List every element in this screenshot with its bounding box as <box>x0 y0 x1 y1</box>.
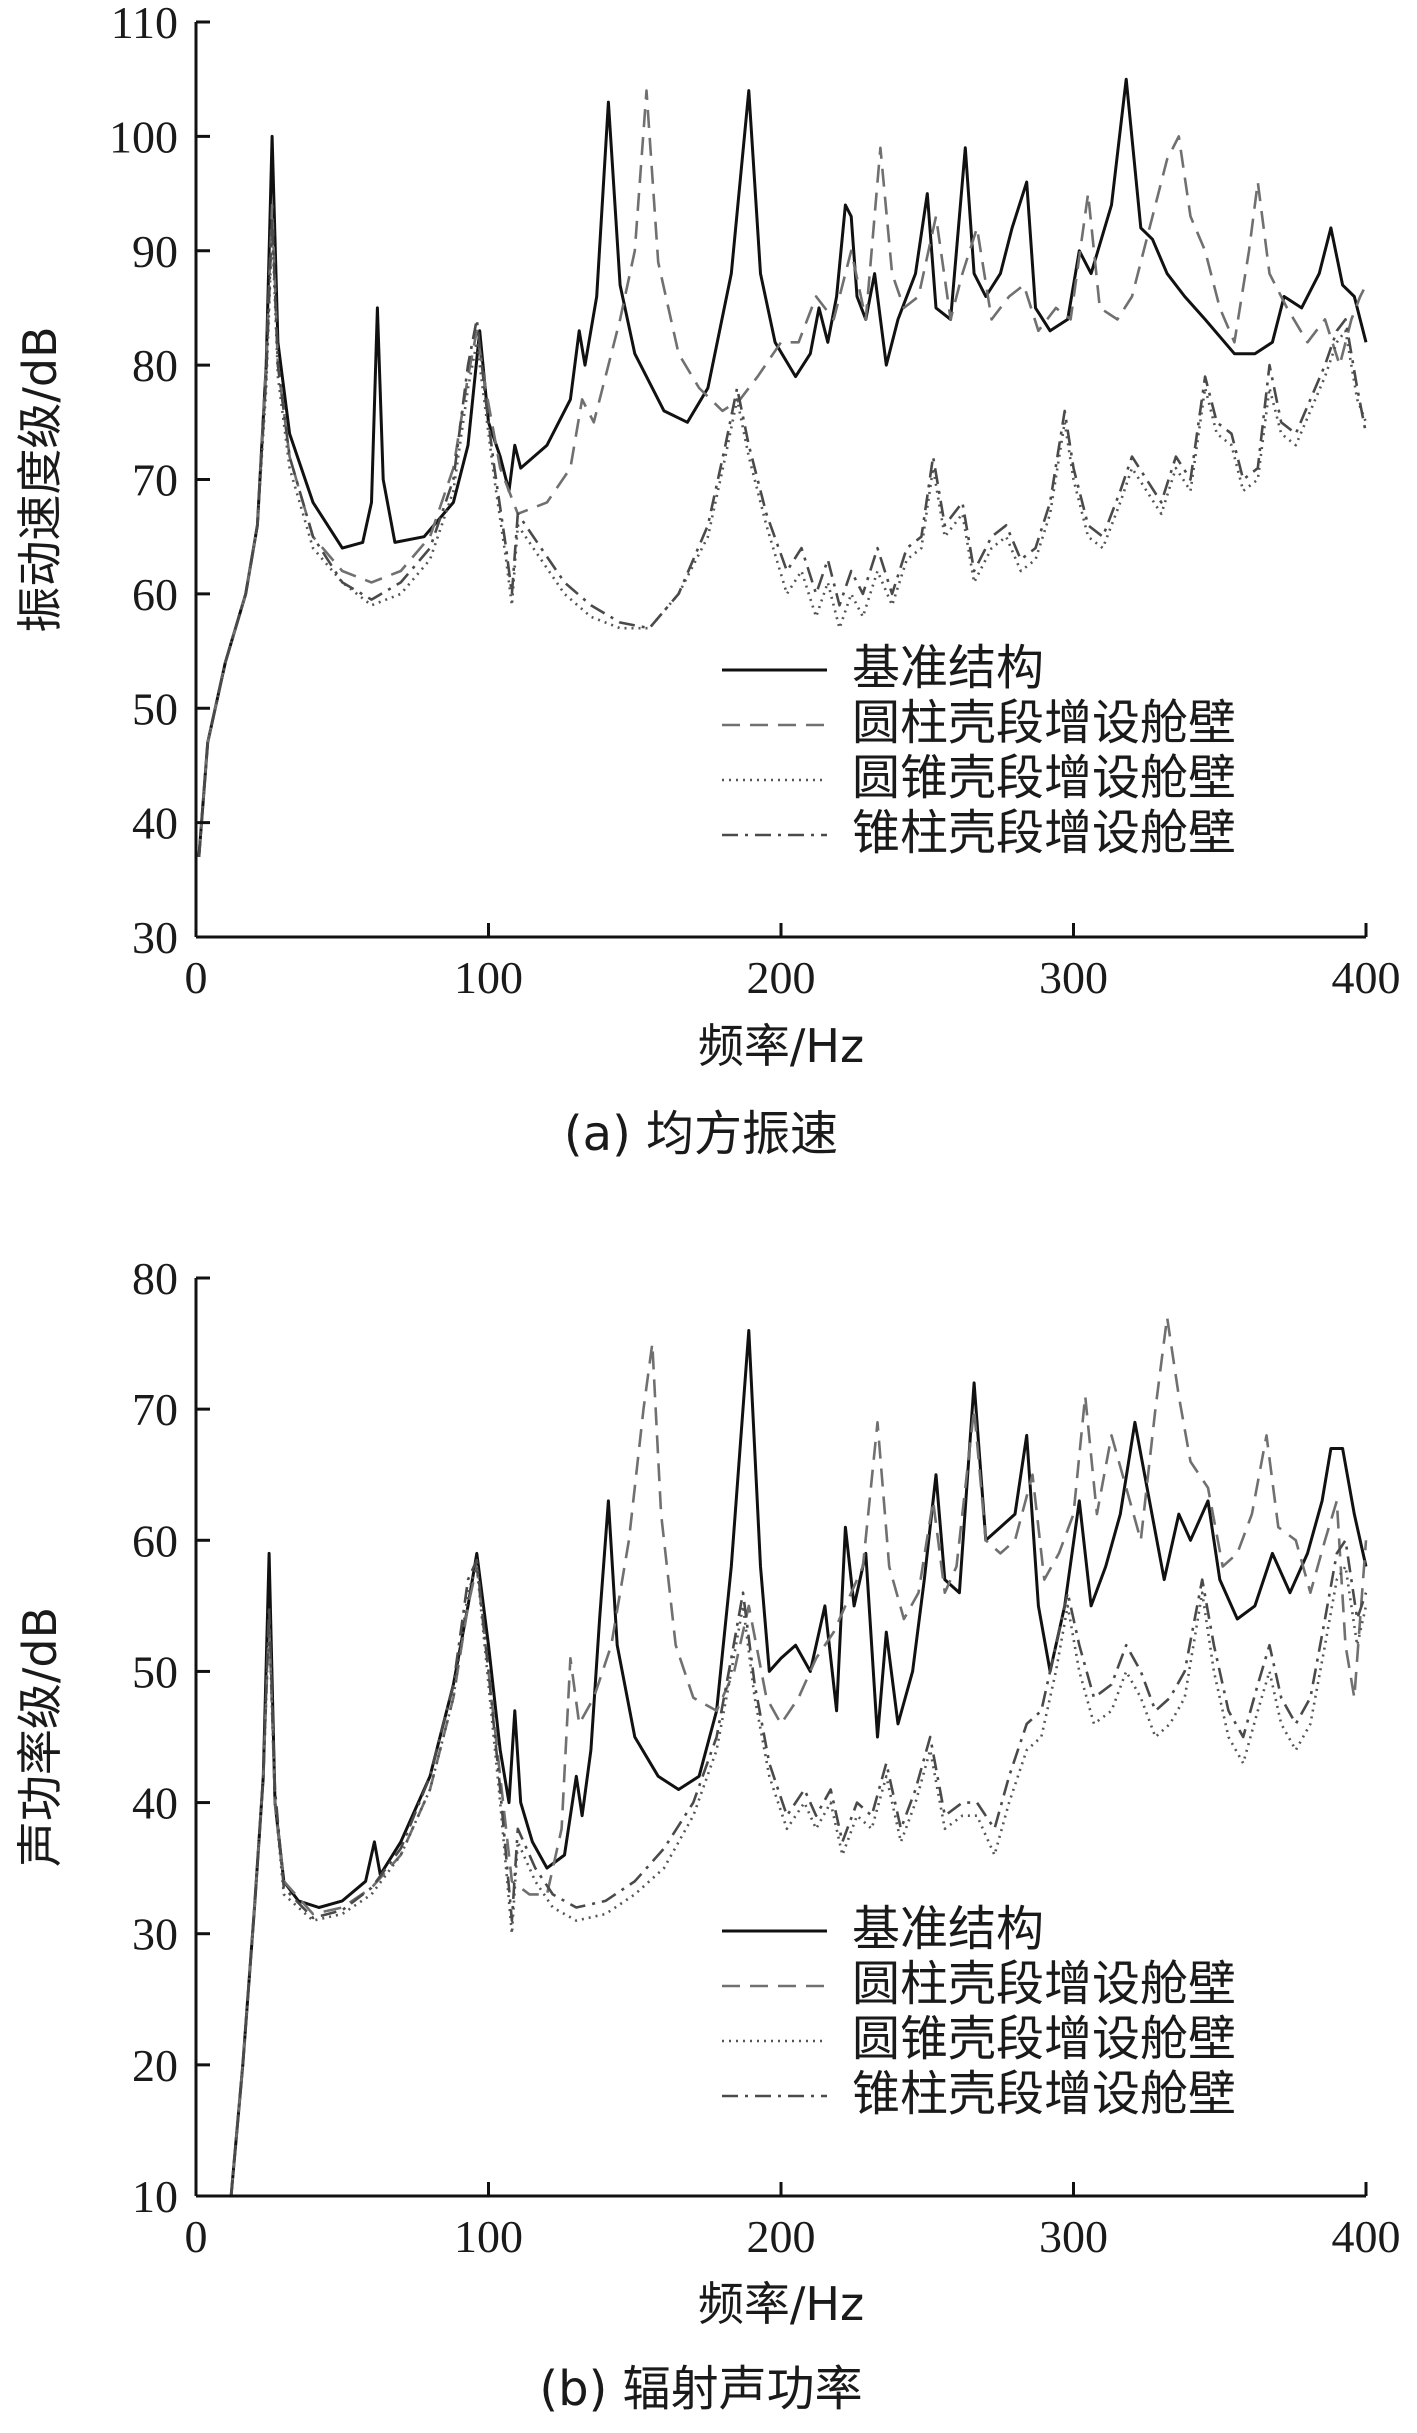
legend-label-1: 基准结构 <box>852 1901 1044 1957</box>
y-axis-title: 振动速度级/dB <box>13 326 67 632</box>
panel-caption: (b) 辐射声功率 <box>539 2361 862 2417</box>
y-tick-label: 70 <box>132 455 178 506</box>
series-line-3 <box>197 226 1368 857</box>
x-tick-label: 300 <box>1039 952 1108 1003</box>
x-tick-label: 100 <box>454 952 523 1003</box>
x-axis-title: 频率/Hz <box>698 2277 864 2331</box>
series-line-4 <box>197 215 1368 857</box>
legend-label-4: 锥柱壳段增设舱壁 <box>852 2066 1236 2122</box>
x-tick-label: 0 <box>185 2211 208 2262</box>
y-tick-label: 90 <box>132 226 178 277</box>
y-tick-label: 50 <box>132 683 178 734</box>
x-tick-label: 100 <box>454 2211 523 2262</box>
y-tick-label: 80 <box>132 1253 178 1304</box>
x-tick-label: 400 <box>1332 2211 1401 2262</box>
chart-panel-a: 30 40 50 60 70 80 90 100 110 0 100 200 300 400 频率/Hz 振动… <box>0 0 1417 1200</box>
legend-label-3: 圆锥壳段增设舱壁 <box>852 750 1236 806</box>
y-tick-label: 80 <box>132 340 178 391</box>
x-tick-label: 0 <box>185 952 208 1003</box>
y-tick-label: 40 <box>132 798 178 849</box>
x-tick-label: 400 <box>1332 952 1401 1003</box>
panel-caption: (a) 均方振速 <box>564 1106 838 1162</box>
y-tick-label: 50 <box>132 1646 178 1697</box>
legend-label-3: 圆锥壳段增设舱壁 <box>852 2011 1236 2067</box>
series-line-2 <box>229 1316 1368 2196</box>
y-tick-label: 100 <box>109 111 178 162</box>
legend-label-1: 基准结构 <box>852 640 1044 696</box>
legend-label-2: 圆柱壳段增设舱壁 <box>852 1956 1236 2012</box>
y-tick-label: 60 <box>132 569 178 620</box>
x-tick-label: 300 <box>1039 2211 1108 2262</box>
series-line-1 <box>197 77 1368 858</box>
series-line-4 <box>229 1539 1368 2196</box>
y-tick-label: 40 <box>132 1778 178 1829</box>
legend-label-4: 锥柱壳段增设舱壁 <box>852 805 1236 861</box>
chart-panel-b: 10 20 30 40 50 60 70 80 0 100 200 300 400 频率/Hz 声功率级/d… <box>0 1200 1417 2433</box>
legend-label-2: 圆柱壳段增设舱壁 <box>852 695 1236 751</box>
sound-power-chart: 10 20 30 40 50 60 70 80 0 100 200 300 400 频率/Hz 声功率级/d… <box>13 1253 1401 2417</box>
y-tick-label: 110 <box>111 0 178 48</box>
x-axis-title: 频率/Hz <box>698 1019 864 1073</box>
y-tick-label: 10 <box>132 2171 178 2222</box>
y-tick-label: 60 <box>132 1515 178 1566</box>
x-tick-label: 200 <box>747 2211 816 2262</box>
y-tick-label: 30 <box>132 1909 178 1960</box>
y-tick-label: 20 <box>132 2040 178 2091</box>
y-axis-title: 声功率级/dB <box>13 1607 67 1867</box>
x-tick-label: 200 <box>747 952 816 1003</box>
y-tick-label: 70 <box>132 1384 178 1435</box>
y-tick-label: 30 <box>132 912 178 963</box>
series-line-2 <box>197 89 1368 857</box>
vibration-velocity-chart: 30 40 50 60 70 80 90 100 110 0 100 200 300 400 频率/Hz 振动… <box>13 0 1401 1162</box>
